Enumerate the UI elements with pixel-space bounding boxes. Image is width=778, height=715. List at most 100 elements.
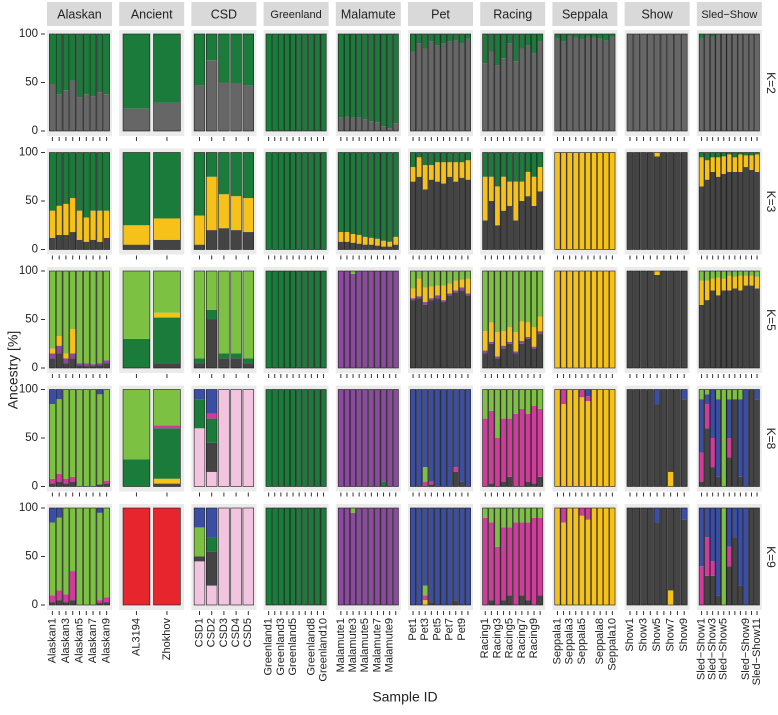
bar-outline (554, 270, 561, 369)
bar-segment (591, 508, 597, 605)
bar-outline (640, 270, 647, 369)
bar-segment (446, 34, 453, 42)
bar-outline (647, 389, 654, 487)
bar-segment (76, 389, 83, 487)
x-tick-label: Seppala5 (576, 618, 588, 665)
bar-segment (579, 271, 585, 368)
bar-segment (96, 152, 103, 211)
bar-segment (453, 471, 459, 487)
bar-outline (153, 389, 181, 487)
bar-outline (560, 152, 567, 250)
bar-segment (500, 345, 507, 349)
bar-outline (271, 507, 278, 606)
bar-segment (386, 34, 393, 129)
bar-segment (566, 508, 573, 605)
bar-outline (392, 152, 399, 250)
bar-segment (654, 389, 661, 405)
bar-segment (194, 561, 205, 605)
bar-outline (374, 152, 381, 250)
bar-outline (754, 507, 760, 606)
bar-segment (362, 34, 368, 120)
bar-segment (715, 34, 721, 131)
bar-segment (482, 389, 488, 419)
x-tick-label: Alaskan9 (101, 618, 113, 663)
bar-segment (537, 191, 543, 250)
bar-segment (422, 48, 428, 131)
bar-segment (754, 171, 760, 250)
bar-segment (459, 271, 465, 280)
bar-segment (428, 286, 435, 299)
bar-segment (90, 364, 97, 367)
group-label: Greenland (270, 9, 321, 21)
bar-segment (62, 478, 69, 484)
bar-outline (296, 270, 303, 369)
y-tick-label: 50 (25, 77, 38, 89)
bar-segment (453, 600, 459, 605)
row-label: K=2 (764, 72, 778, 94)
bar-segment (62, 483, 69, 487)
bar-segment (732, 537, 738, 605)
bar-segment (465, 295, 471, 368)
bar-segment (500, 527, 507, 601)
bar-outline (314, 33, 321, 132)
bar-segment (206, 471, 218, 487)
bar-outline (737, 270, 744, 369)
bar-outline (737, 507, 744, 606)
bar-segment (699, 157, 705, 187)
group-label: CSD (211, 7, 237, 21)
y-tick-label: 100 (19, 384, 38, 396)
bar-outline (296, 33, 303, 132)
group-label: Alaskan (57, 7, 102, 21)
bar-outline (302, 270, 309, 369)
bar-segment (434, 162, 441, 182)
bar-segment (446, 389, 453, 487)
bar-segment (103, 237, 110, 250)
bar-outline (633, 33, 641, 132)
bar-segment (519, 201, 525, 250)
bar-outline (531, 270, 538, 369)
bar-segment (537, 152, 543, 168)
bar-segment (754, 399, 760, 487)
bar-segment (513, 332, 519, 352)
bar-segment (416, 296, 422, 299)
bar-outline (560, 507, 567, 606)
bar-outline (591, 507, 598, 606)
bar-outline (296, 152, 303, 250)
bar-segment (440, 285, 447, 301)
bar-segment (69, 353, 76, 359)
bar-segment (482, 353, 488, 368)
bar-outline (512, 152, 519, 250)
bar-segment (597, 508, 603, 605)
bar-segment (194, 363, 205, 368)
bar-segment (482, 220, 488, 250)
x-tick-label: Sled−Show11 (751, 618, 763, 685)
bar-outline (362, 389, 369, 487)
bar-segment (350, 273, 356, 368)
bar-segment (96, 34, 103, 93)
bar-outline (380, 507, 387, 606)
bar-segment (76, 365, 83, 368)
bar-segment (560, 271, 567, 368)
bar-segment (519, 181, 525, 201)
bar-segment (428, 152, 435, 166)
x-tick-label: Greenland5 (287, 618, 299, 676)
bar-segment (537, 389, 543, 409)
bar-segment (206, 60, 218, 131)
bar-segment (446, 176, 453, 250)
bar-segment (90, 210, 97, 240)
bar-outline (488, 507, 495, 606)
bar-segment (525, 196, 531, 250)
bar-segment (704, 508, 710, 538)
bar-segment (62, 594, 69, 603)
bar-segment (344, 152, 350, 233)
bar-outline (206, 152, 218, 250)
bar-outline (653, 507, 661, 606)
bar-segment (194, 85, 205, 131)
bar-segment (506, 205, 513, 250)
bar-outline (572, 33, 579, 132)
bar-segment (374, 389, 381, 487)
bar-segment (465, 293, 471, 296)
bar-segment (218, 271, 230, 354)
bar-segment (350, 117, 356, 131)
bar-segment (96, 600, 103, 604)
